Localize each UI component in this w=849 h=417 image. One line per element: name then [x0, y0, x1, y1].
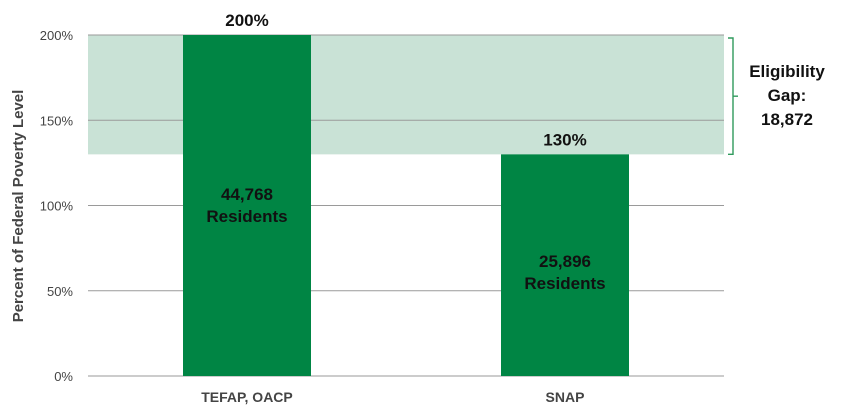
y-tick-label: 0%: [54, 369, 73, 384]
bar-value-label: 200%: [225, 11, 268, 30]
bars: [183, 35, 629, 376]
bar: [183, 35, 311, 376]
x-tick-labels: TEFAP, OACP SNAP: [201, 389, 584, 405]
y-tick-label: 150%: [40, 113, 74, 128]
y-tick-label: 100%: [40, 199, 74, 214]
eligibility-gap-bracket: [728, 37, 738, 156]
y-tick-label: 200%: [40, 28, 74, 43]
bar-inner-label: Residents: [524, 274, 605, 293]
eligibility-gap-annotation: Eligibility Gap: 18,872: [728, 37, 825, 156]
bar: [501, 154, 629, 376]
eligibility-gap-label: Gap:: [768, 86, 807, 105]
bar-inner-label: 44,768: [221, 185, 273, 204]
eligibility-gap-label: 18,872: [761, 110, 813, 129]
data-labels: 200% 44,768 Residents 130% 25,896 Residents: [206, 11, 605, 293]
bar-value-label: 130%: [543, 130, 586, 149]
y-tick-label: 50%: [47, 284, 73, 299]
x-tick-label: TEFAP, OACP: [201, 389, 293, 405]
bar-inner-label: 25,896: [539, 252, 591, 271]
y-tick-labels: 0% 50% 100% 150% 200%: [40, 28, 74, 384]
y-axis-label: Percent of Federal Poverty Level: [10, 90, 27, 323]
bar-inner-label: Residents: [206, 207, 287, 226]
eligibility-gap-label: Eligibility: [749, 62, 825, 81]
x-tick-label: SNAP: [546, 389, 585, 405]
